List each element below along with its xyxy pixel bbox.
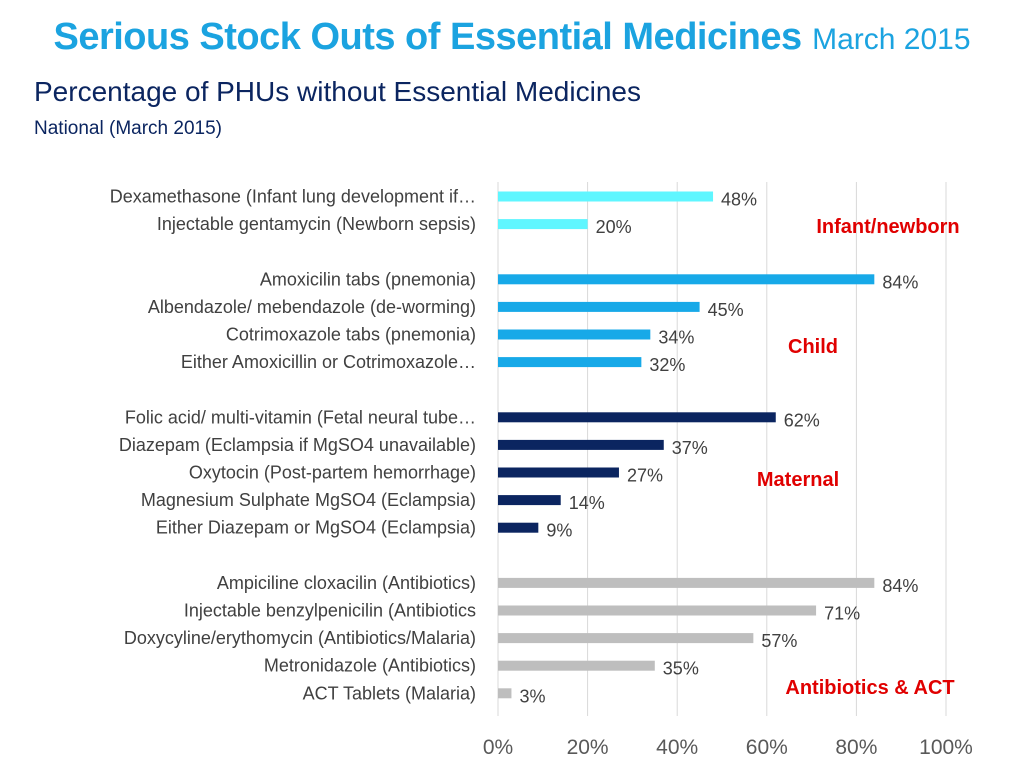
title-row: Serious Stock Outs of Essential Medicine… (0, 16, 1024, 59)
category-label: Oxytocin (Post-partem hemorrhage) (189, 463, 476, 483)
data-label: 34% (658, 328, 694, 348)
category-label: Magnesium Sulphate MgSO4 (Eclampsia) (141, 490, 476, 510)
category-label: Metronidazole (Antibiotics) (264, 656, 476, 676)
title-date: March 2015 (812, 23, 971, 56)
x-tick-label: 80% (835, 736, 877, 759)
bar (498, 605, 817, 616)
bar (498, 633, 754, 644)
bar (498, 439, 664, 450)
category-label: Injectable gentamycin (Newborn sepsis) (157, 214, 476, 234)
bar (498, 357, 642, 368)
bar (498, 274, 875, 285)
group-annotation: Child (788, 336, 838, 358)
category-label: ACT Tablets (Malaria) (303, 683, 476, 703)
bar (498, 467, 619, 478)
data-label: 37% (672, 438, 708, 458)
chart-scope: National (March 2015) (34, 118, 222, 139)
data-label: 20% (596, 217, 632, 237)
category-label: Doxycyline/erythomycin (Antibiotics/Mala… (124, 628, 476, 648)
data-label: 48% (721, 190, 757, 210)
bar (498, 495, 561, 506)
data-label: 71% (824, 604, 860, 624)
x-tick-label: 100% (919, 736, 973, 759)
bar (498, 329, 651, 340)
bar (498, 412, 776, 423)
x-tick-label: 60% (746, 736, 788, 759)
bar (498, 577, 875, 588)
x-tick-label: 40% (656, 736, 698, 759)
data-label: 9% (546, 521, 572, 541)
category-label: Albendazole/ mebendazole (de-worming) (148, 297, 476, 317)
category-label: Ampiciline cloxacilin (Antibiotics) (217, 573, 476, 593)
group-annotation: Antibiotics & ACT (785, 677, 954, 699)
data-label: 27% (627, 466, 663, 486)
group-annotation: Infant/newborn (816, 216, 959, 238)
data-label: 62% (784, 410, 820, 430)
data-label: 14% (569, 493, 605, 513)
data-label: 32% (649, 355, 685, 375)
page-title: Serious Stock Outs of Essential Medicine… (53, 16, 802, 58)
bar (498, 219, 588, 230)
chart-subtitle: Percentage of PHUs without Essential Med… (34, 76, 641, 107)
bar (498, 191, 714, 202)
category-label: Injectable benzylpenicilin (Antibiotics (184, 601, 476, 621)
x-tick-label: 0% (483, 736, 513, 759)
bar (498, 660, 655, 671)
category-label: Dexamethasone (Infant lung development i… (110, 187, 476, 207)
x-tick-label: 20% (567, 736, 609, 759)
category-label: Either Diazepam or MgSO4 (Eclampsia) (156, 518, 476, 538)
group-annotation: Maternal (757, 469, 839, 491)
category-label: Diazepam (Eclampsia if MgSO4 unavailable… (119, 435, 476, 455)
category-label: Cotrimoxazole tabs (pnemonia) (226, 325, 476, 345)
category-label: Either Amoxicillin or Cotrimoxazole… (181, 352, 476, 372)
data-label: 45% (708, 300, 744, 320)
bar (498, 301, 700, 312)
data-label: 57% (761, 631, 797, 651)
data-label: 35% (663, 659, 699, 679)
data-label: 84% (882, 272, 918, 292)
category-label: Amoxicilin tabs (pnemonia) (260, 269, 476, 289)
data-label: 84% (882, 576, 918, 596)
category-label: Folic acid/ multi-vitamin (Fetal neural … (125, 407, 476, 427)
bar (498, 688, 512, 699)
data-label: 3% (519, 686, 545, 706)
bar (498, 522, 539, 533)
